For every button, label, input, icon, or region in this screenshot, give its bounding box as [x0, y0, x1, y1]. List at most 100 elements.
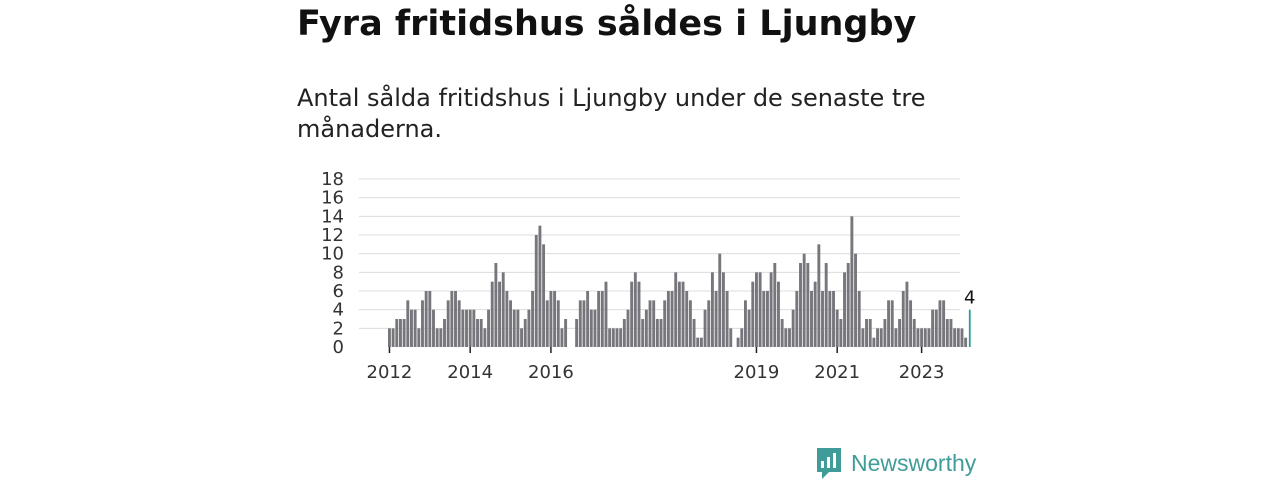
bar — [868, 319, 872, 347]
newsworthy-logo-icon — [817, 448, 841, 479]
page-title: Fyra fritidshus såldes i Ljungby — [297, 4, 917, 44]
bar — [589, 309, 593, 347]
bar — [901, 291, 905, 347]
bar — [611, 328, 615, 347]
bar — [498, 281, 501, 347]
bar — [578, 300, 582, 347]
bar — [894, 328, 898, 347]
bar — [964, 337, 968, 347]
bar — [637, 281, 641, 347]
bar — [556, 300, 560, 347]
bar — [692, 319, 696, 347]
bar — [395, 319, 399, 347]
bar — [677, 281, 681, 347]
y-tick-label: 18 — [321, 169, 344, 190]
bar — [813, 281, 817, 347]
bar — [659, 319, 663, 347]
bar — [780, 319, 784, 347]
bar — [832, 291, 835, 347]
bar — [806, 263, 810, 347]
bar — [487, 309, 490, 347]
bar — [909, 300, 913, 347]
bar — [703, 309, 707, 347]
bar — [527, 309, 531, 347]
y-tick-label: 6 — [333, 281, 344, 302]
x-tick-label: 2016 — [528, 362, 574, 383]
bar — [799, 263, 802, 347]
bar — [824, 263, 828, 347]
bar — [890, 300, 894, 347]
bar — [391, 328, 395, 347]
y-tick-label: 2 — [333, 318, 344, 339]
bar — [516, 309, 520, 347]
y-tick-label: 12 — [321, 225, 344, 246]
bar — [457, 300, 461, 347]
bar — [655, 319, 659, 347]
bar — [857, 291, 861, 347]
chart-subtitle: Antal sålda fritidshus i Ljungby under d… — [297, 84, 926, 143]
bar — [920, 328, 924, 347]
bar — [846, 263, 850, 347]
bar — [707, 300, 711, 347]
bar — [439, 328, 443, 347]
x-axis: 2012 2014 2016 2019 2021 2023 2025 — [367, 347, 980, 383]
y-tick-label: 4 — [333, 300, 344, 321]
x-tick-label: 2012 — [367, 362, 413, 383]
bar — [523, 319, 527, 347]
bar — [644, 309, 648, 347]
bar — [421, 300, 424, 347]
bar — [960, 328, 964, 347]
bar — [725, 291, 729, 347]
bar — [630, 281, 634, 347]
bar — [762, 291, 766, 347]
bar — [468, 309, 472, 347]
bar — [608, 328, 612, 347]
bars — [388, 216, 971, 347]
bar — [406, 300, 410, 347]
bar — [699, 337, 703, 347]
bar — [718, 253, 722, 347]
bar — [681, 281, 685, 347]
bar — [751, 281, 755, 347]
bar — [810, 291, 813, 347]
bar — [696, 337, 700, 347]
bar — [446, 300, 450, 347]
bar — [883, 319, 887, 347]
bar — [839, 319, 843, 347]
bar — [388, 328, 391, 347]
bar — [501, 272, 505, 347]
bar — [865, 319, 868, 347]
bar — [850, 216, 854, 347]
bar — [399, 319, 402, 347]
bar — [666, 291, 670, 347]
bar — [670, 291, 674, 347]
bar — [545, 300, 549, 347]
brand-name: Newsworthy — [851, 449, 977, 476]
bar — [443, 319, 446, 347]
bar — [424, 291, 428, 347]
bar — [619, 328, 623, 347]
y-tick-label: 0 — [333, 337, 344, 358]
bar — [597, 291, 601, 347]
bar — [898, 319, 902, 347]
bar — [685, 291, 689, 347]
bar — [721, 272, 725, 347]
bar — [435, 328, 439, 347]
bar — [931, 309, 935, 347]
bar — [784, 328, 788, 347]
highlight-value-label: 4 — [964, 288, 975, 309]
bar — [912, 319, 916, 347]
bar — [663, 300, 667, 347]
bar — [766, 291, 769, 347]
bar — [777, 281, 780, 347]
bar — [876, 328, 880, 347]
bar — [450, 291, 454, 347]
bar — [938, 300, 942, 347]
bar — [472, 309, 476, 347]
bar — [905, 281, 909, 347]
bar — [791, 309, 795, 347]
bar — [652, 300, 656, 347]
bar — [688, 300, 692, 347]
